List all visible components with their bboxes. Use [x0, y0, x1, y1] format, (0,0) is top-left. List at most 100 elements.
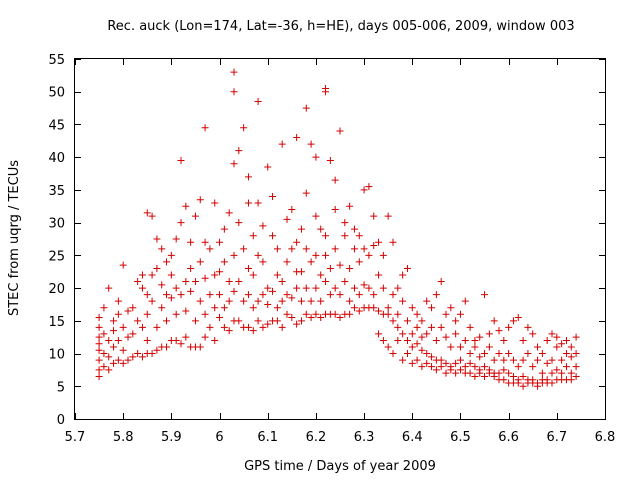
data-point: [129, 304, 137, 312]
y-tick-label: 40: [48, 151, 65, 166]
data-point: [481, 372, 489, 380]
data-point: [471, 372, 479, 380]
data-point: [437, 323, 445, 331]
data-point: [254, 98, 262, 106]
data-point: [529, 363, 537, 371]
data-point: [408, 330, 416, 338]
data-point: [418, 317, 426, 325]
data-point: [143, 336, 151, 344]
data-point: [495, 327, 503, 335]
data-point: [466, 323, 474, 331]
data-point: [428, 353, 436, 361]
data-point: [220, 225, 228, 233]
data-point: [235, 147, 243, 155]
data-point: [375, 330, 383, 338]
data-point: [302, 189, 310, 197]
data-point: [297, 317, 305, 325]
data-point: [95, 340, 103, 348]
x-tick-label: 5.9: [161, 430, 182, 445]
data-point: [244, 264, 252, 272]
data-point: [326, 264, 334, 272]
data-point: [476, 369, 484, 377]
data-point: [283, 258, 291, 266]
data-point: [350, 245, 358, 253]
data-point: [418, 333, 426, 341]
data-point: [216, 268, 224, 276]
data-point: [288, 245, 296, 253]
data-point: [143, 310, 151, 318]
data-point: [312, 212, 320, 220]
data-point: [350, 225, 358, 233]
data-point: [273, 271, 281, 279]
data-point: [143, 209, 151, 217]
data-point: [375, 307, 383, 315]
data-point: [317, 314, 325, 322]
data-point: [293, 320, 301, 328]
data-point: [254, 317, 262, 325]
data-point: [196, 343, 204, 351]
data-point: [264, 163, 272, 171]
data-point: [167, 271, 175, 279]
data-point: [182, 307, 190, 315]
data-point: [500, 376, 508, 384]
data-point: [244, 173, 252, 181]
data-point: [114, 356, 122, 364]
data-point: [403, 317, 411, 325]
data-point: [519, 382, 527, 390]
data-point: [331, 206, 339, 214]
data-point: [529, 330, 537, 338]
data-point: [191, 317, 199, 325]
data-point: [312, 153, 320, 161]
data-point: [148, 212, 156, 220]
data-point: [177, 340, 185, 348]
data-point: [216, 314, 224, 322]
data-point: [394, 323, 402, 331]
data-point: [389, 291, 397, 299]
data-point: [562, 363, 570, 371]
x-tick-label: 6: [215, 430, 223, 445]
data-point: [423, 359, 431, 367]
x-tick-label: 6.5: [450, 430, 471, 445]
data-point: [476, 353, 484, 361]
plot-frame: [74, 58, 606, 420]
data-point: [244, 199, 252, 207]
data-point: [456, 356, 464, 364]
data-point: [466, 359, 474, 367]
data-point: [384, 310, 392, 318]
data-point: [211, 199, 219, 207]
data-point: [505, 369, 513, 377]
data-point: [346, 297, 354, 305]
data-point: [471, 363, 479, 371]
data-point: [225, 327, 233, 335]
data-point: [240, 297, 248, 305]
data-point: [187, 287, 195, 295]
data-point: [524, 350, 532, 358]
data-point: [244, 291, 252, 299]
data-point: [230, 68, 238, 76]
data-point: [403, 264, 411, 272]
data-point: [413, 356, 421, 364]
data-point: [500, 356, 508, 364]
data-point: [514, 314, 522, 322]
data-point: [201, 310, 209, 318]
data-point: [399, 330, 407, 338]
data-point: [110, 343, 118, 351]
data-point: [269, 192, 277, 200]
data-point: [558, 356, 566, 364]
x-tick-label: 6.8: [595, 430, 616, 445]
data-point: [399, 297, 407, 305]
data-point: [119, 261, 127, 269]
data-point: [302, 245, 310, 253]
data-point: [172, 336, 180, 344]
data-point: [567, 376, 575, 384]
data-point: [485, 330, 493, 338]
data-point: [360, 281, 368, 289]
data-point: [172, 310, 180, 318]
data-point: [389, 350, 397, 358]
data-point: [534, 343, 542, 351]
data-point: [331, 245, 339, 253]
data-point: [100, 330, 108, 338]
data-point: [153, 264, 161, 272]
data-point: [134, 350, 142, 358]
data-point: [408, 359, 416, 367]
